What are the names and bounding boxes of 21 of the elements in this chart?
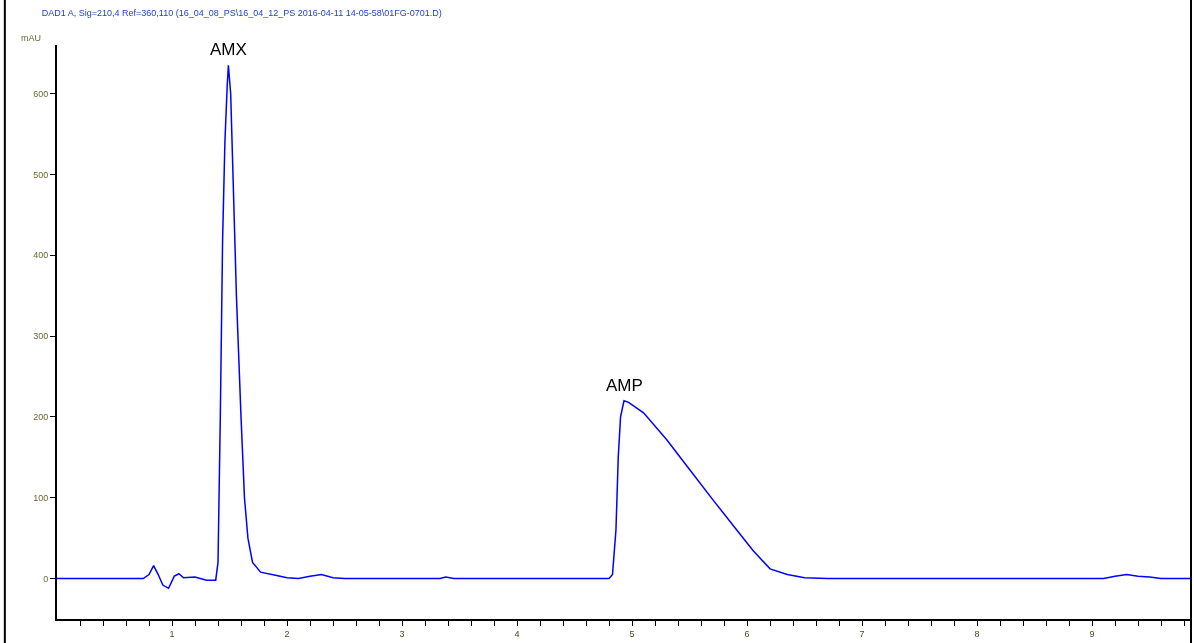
- annotation: AMP: [606, 376, 643, 395]
- y-tick-label: 100: [33, 492, 49, 503]
- y-tick-label: 500: [33, 169, 49, 180]
- y-tick-label: 0: [43, 573, 49, 584]
- x-tick-label: 8: [974, 628, 980, 639]
- y-axis-title: mAU: [21, 33, 41, 43]
- x-tick-label: 9: [1089, 628, 1095, 639]
- y-tick-label: 600: [33, 88, 49, 99]
- annotation: AMX: [210, 40, 247, 59]
- chart-title: DAD1 A, Sig=210,4 Ref=360,110 (16_04_08_PS\16_04_12_PS 2016-04-11 14-05-58\01FG-0701.D): [41, 7, 442, 18]
- y-tick-label: 200: [33, 412, 49, 423]
- y-tick-label: 300: [33, 331, 49, 342]
- y-tick-label: 400: [33, 250, 49, 261]
- x-tick-label: 2: [284, 628, 290, 639]
- x-tick-label: 3: [399, 628, 405, 639]
- x-tick-label: 5: [629, 628, 635, 639]
- x-tick-label: 4: [514, 628, 520, 639]
- line-series: [57, 64, 1191, 590]
- x-tick-label: 1: [169, 628, 175, 639]
- x-tick-label: 7: [859, 628, 865, 639]
- x-tick-label: 6: [744, 628, 750, 639]
